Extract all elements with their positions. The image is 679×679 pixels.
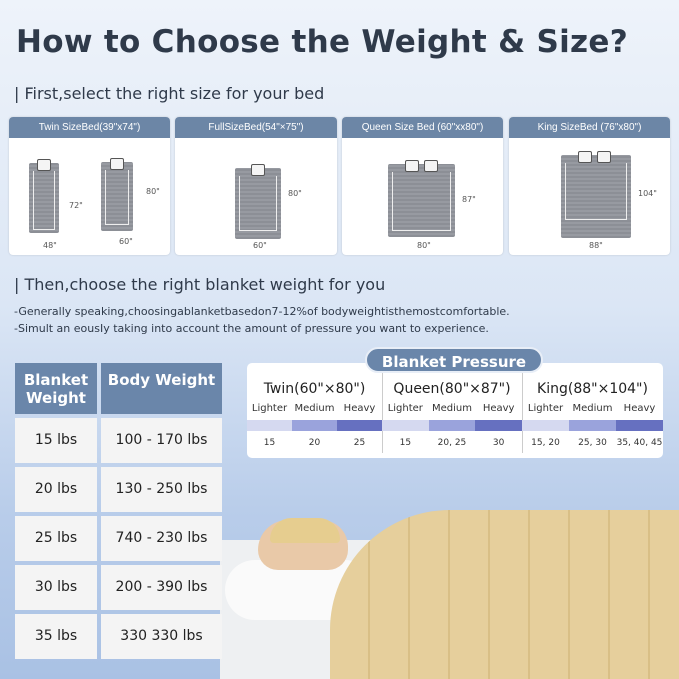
- dim-label: 80": [288, 189, 302, 198]
- level-label: Lighter: [387, 403, 423, 414]
- card-header: King SizeBed (76"x80"): [509, 117, 670, 138]
- pressure-box: Twin(60"×80") Lighter 15 Medium 20 Heavy 25 Que…: [247, 363, 663, 458]
- person-hair: [270, 518, 340, 543]
- dim-label: 48": [43, 241, 57, 250]
- weight-value: 25, 30: [578, 438, 607, 448]
- group-title: Queen(80"×87"): [393, 381, 511, 397]
- weight-value: 30: [492, 438, 505, 448]
- dim-label: 104": [638, 189, 657, 198]
- level-label: Heavy: [482, 403, 515, 414]
- weight-value: 20, 25: [437, 438, 467, 448]
- level-bar: [292, 420, 337, 431]
- level-label: Lighter: [527, 403, 564, 414]
- blanket-weight-cell: 25 lbs: [15, 516, 97, 561]
- dim-label: 60": [119, 237, 133, 246]
- weight-value: 35, 40, 45: [616, 438, 663, 448]
- blanket-weight-cell: 15 lbs: [15, 418, 97, 463]
- card-header: Queen Size Bed (60"xx80"): [342, 117, 503, 138]
- page-title: How to Choose the Weight & Size?: [16, 24, 629, 60]
- bed-icon: [29, 159, 59, 233]
- step2-heading: | Then,choose the right blanket weight f…: [14, 275, 386, 294]
- level-label: Heavy: [343, 403, 376, 414]
- level-bar: [616, 420, 663, 431]
- pressure-group: King(88"×104") Lighter 15, 20 Medium 25, 30 H…: [522, 363, 663, 458]
- dim-label: 87": [462, 195, 476, 204]
- card-header: FullSizeBed(54"×75"): [175, 117, 337, 138]
- header-blanket-weight: Blanket Weight: [15, 363, 97, 414]
- dim-label: 80": [146, 187, 160, 196]
- size-card-twin: Twin SizeBed(39"x74") 72" 48" 80" 60": [9, 117, 170, 255]
- body-weight-cell: 100 - 170 lbs: [101, 418, 222, 463]
- level-label: Lighter: [251, 403, 288, 414]
- bed-icon: [101, 158, 133, 231]
- size-card-queen: Queen Size Bed (60"xx80") 87" 80": [342, 117, 503, 255]
- level-bar: [569, 420, 616, 431]
- level-label: Medium: [294, 403, 335, 414]
- body-weight-cell: 200 - 390 lbs: [101, 565, 222, 610]
- blanket-weight-cell: 35 lbs: [15, 614, 97, 659]
- level-label: Medium: [431, 403, 472, 414]
- body-weight-cell: 740 - 230 lbs: [101, 516, 222, 561]
- pressure-title: Blanket Pressure: [365, 347, 543, 373]
- bed-icon: [235, 164, 281, 239]
- size-card-king: King SizeBed (76"x80") 104" 88": [509, 117, 670, 255]
- weight-value: 15: [399, 438, 412, 448]
- blanket-weight-cell: 20 lbs: [15, 467, 97, 512]
- weight-table: Blanket Weight Body Weight 15 lbs 100 - 1…: [15, 363, 222, 662]
- divider: [382, 373, 383, 453]
- size-card-full: FullSizeBed(54"×75") 80" 60": [175, 117, 337, 255]
- dim-label: 72": [69, 201, 83, 210]
- level-bar: [428, 420, 476, 431]
- bed-icon: [561, 151, 631, 238]
- group-title: Twin(60"×80"): [263, 381, 366, 397]
- weight-value: 15: [263, 438, 276, 448]
- group-title: King(88"×104"): [537, 381, 648, 397]
- body-weight-cell: 130 - 250 lbs: [101, 467, 222, 512]
- level-bar: [337, 420, 382, 431]
- weight-value: 20: [308, 438, 321, 448]
- divider: [522, 373, 523, 453]
- step1-heading: | First,select the right size for your b…: [14, 84, 325, 103]
- pressure-group: Queen(80"×87") Lighter 15 Medium 20, 25 Heavy…: [382, 363, 522, 458]
- dim-label: 88": [589, 241, 603, 250]
- blanket-weight-cell: 30 lbs: [15, 565, 97, 610]
- dim-label: 60": [253, 241, 267, 250]
- yellow-blanket: [330, 510, 679, 679]
- note-line: -Simult an eousIy taking into account th…: [14, 322, 489, 335]
- level-label: Heavy: [623, 403, 656, 414]
- card-header: Twin SizeBed(39"x74"): [9, 117, 170, 138]
- weight-value: 15, 20: [531, 438, 560, 448]
- weight-value: 25: [353, 438, 366, 448]
- level-bar: [522, 420, 569, 431]
- bed-icon: [388, 160, 455, 237]
- level-bar: [382, 420, 429, 431]
- level-bar: [475, 420, 522, 431]
- level-label: Medium: [572, 403, 613, 414]
- dim-label: 80": [417, 241, 431, 250]
- header-body-weight: Body Weight: [101, 363, 222, 414]
- body-weight-cell: 330 330 lbs: [101, 614, 222, 659]
- level-bar: [247, 420, 292, 431]
- note-line: -Generally speaking,choosingablanketbase…: [14, 305, 510, 318]
- pressure-group: Twin(60"×80") Lighter 15 Medium 20 Heavy 25: [247, 363, 382, 458]
